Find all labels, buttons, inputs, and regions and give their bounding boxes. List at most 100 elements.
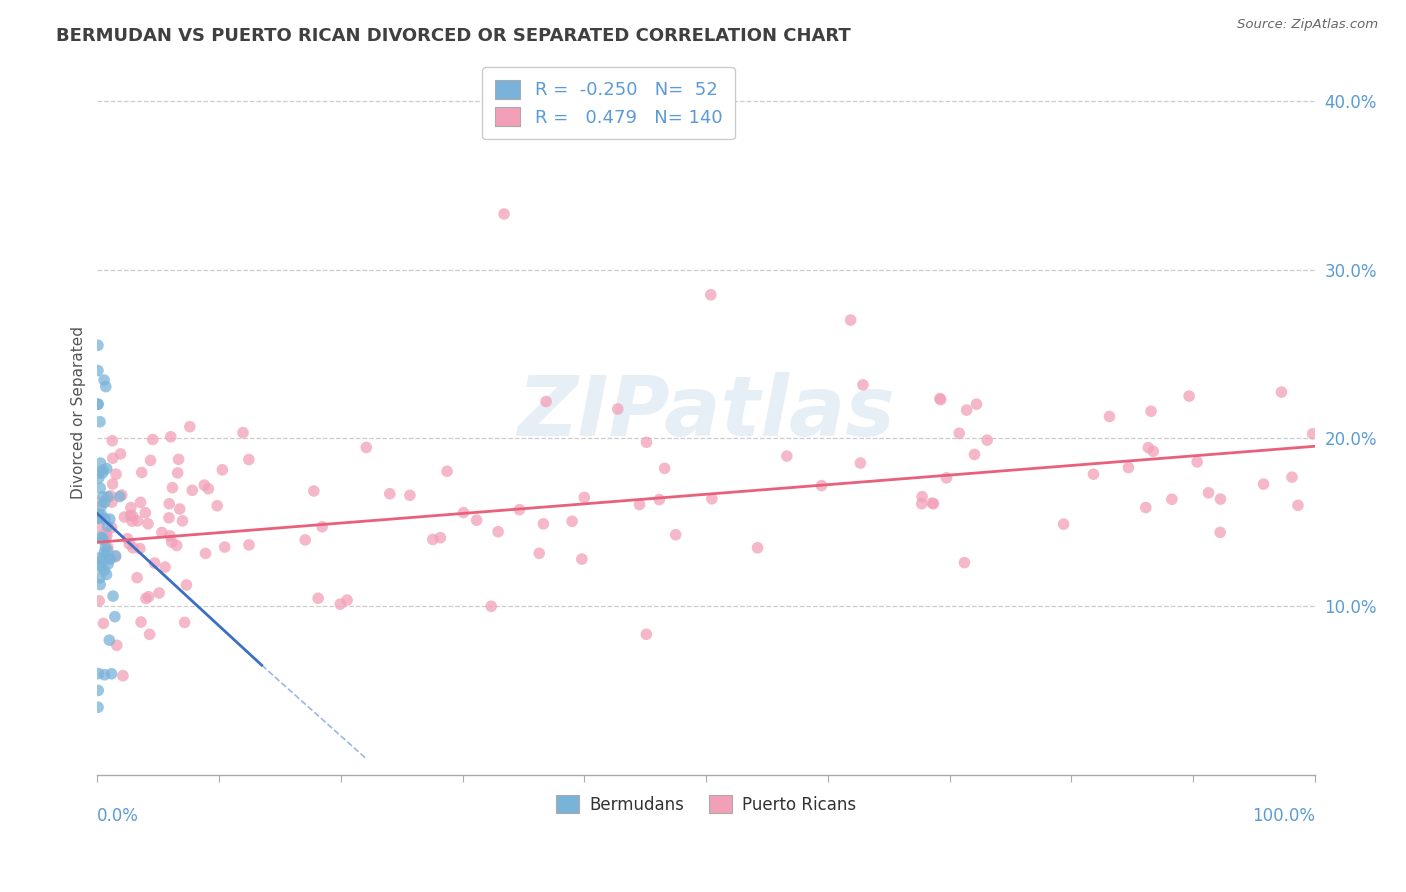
Point <box>776 449 799 463</box>
Point <box>150 525 173 540</box>
Point <box>90 550 112 565</box>
Point <box>105 638 128 652</box>
Point <box>101 434 124 448</box>
Point <box>700 491 723 506</box>
Point <box>636 627 658 641</box>
Point <box>87 471 110 485</box>
Point <box>90 508 112 522</box>
Point <box>91 463 114 477</box>
Point <box>101 451 124 466</box>
Point <box>108 490 131 504</box>
Point <box>160 535 183 549</box>
Point <box>89 456 111 470</box>
Point <box>87 338 110 352</box>
Point <box>193 478 215 492</box>
Point <box>166 539 188 553</box>
Text: 100.0%: 100.0% <box>1251 807 1315 825</box>
Point <box>94 526 117 541</box>
Point <box>839 313 862 327</box>
Point <box>429 531 451 545</box>
Point <box>143 556 166 570</box>
Point <box>531 516 554 531</box>
Point <box>1160 492 1182 507</box>
Point <box>486 524 509 539</box>
Point <box>1281 470 1303 484</box>
Point <box>214 540 236 554</box>
Point <box>90 494 112 508</box>
Point <box>87 397 110 411</box>
Point <box>121 514 143 528</box>
Point <box>100 489 122 503</box>
Point <box>492 207 515 221</box>
Point <box>166 466 188 480</box>
Point <box>98 552 121 566</box>
Point <box>97 519 120 533</box>
Point <box>232 425 254 440</box>
Point <box>89 530 111 544</box>
Point <box>128 541 150 556</box>
Point <box>87 511 110 525</box>
Point <box>120 508 142 523</box>
Point <box>294 533 316 547</box>
Point <box>1270 385 1292 400</box>
Point <box>138 590 160 604</box>
Point <box>1052 517 1074 532</box>
Point <box>91 533 114 547</box>
Point <box>311 520 333 534</box>
Point <box>96 567 118 582</box>
Point <box>121 508 143 523</box>
Point <box>1209 525 1232 540</box>
Point <box>97 557 120 571</box>
Point <box>87 466 110 480</box>
Point <box>606 402 628 417</box>
Point <box>747 541 769 555</box>
Point <box>89 519 111 533</box>
Point <box>142 433 165 447</box>
Point <box>197 482 219 496</box>
Point <box>194 546 217 560</box>
Text: 0.0%: 0.0% <box>97 807 139 825</box>
Point <box>93 545 115 559</box>
Point <box>336 593 359 607</box>
Point <box>89 415 111 429</box>
Point <box>465 513 488 527</box>
Point <box>134 506 156 520</box>
Point <box>89 594 111 608</box>
Point <box>508 502 530 516</box>
Point <box>94 541 117 555</box>
Point <box>921 496 943 510</box>
Point <box>110 447 132 461</box>
Point <box>205 499 228 513</box>
Point <box>1185 455 1208 469</box>
Point <box>654 461 676 475</box>
Point <box>1209 492 1232 507</box>
Point <box>1118 460 1140 475</box>
Point <box>329 597 352 611</box>
Point <box>120 500 142 515</box>
Point <box>97 490 120 504</box>
Point <box>93 616 115 631</box>
Point <box>127 514 149 528</box>
Point <box>87 683 110 698</box>
Point <box>929 392 952 407</box>
Point <box>94 379 117 393</box>
Point <box>636 435 658 450</box>
Point <box>852 377 875 392</box>
Point <box>378 487 401 501</box>
Point <box>96 528 118 542</box>
Point <box>953 556 976 570</box>
Point <box>100 520 122 534</box>
Point <box>90 499 112 513</box>
Point <box>101 477 124 491</box>
Point <box>179 419 201 434</box>
Point <box>173 615 195 630</box>
Point <box>91 552 114 566</box>
Point <box>91 490 114 504</box>
Point <box>628 498 651 512</box>
Point <box>574 491 596 505</box>
Point <box>911 497 934 511</box>
Point <box>89 571 111 585</box>
Point <box>87 559 110 574</box>
Point <box>399 488 422 502</box>
Point <box>104 549 127 564</box>
